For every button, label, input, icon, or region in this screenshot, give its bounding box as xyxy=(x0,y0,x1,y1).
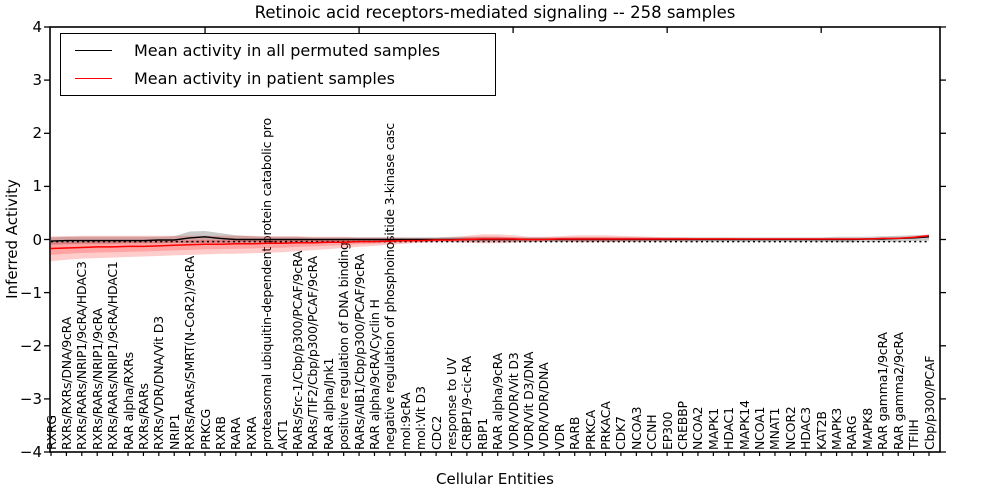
y-tick-label: 4 xyxy=(32,18,42,36)
y-tick-label: 3 xyxy=(32,71,42,90)
legend-item-patient: Mean activity in patient samples xyxy=(61,69,495,88)
permuted-mean-line-swatch xyxy=(75,49,112,51)
y-tick-label: 2 xyxy=(32,124,42,143)
legend: Mean activity in all permuted samples Me… xyxy=(60,33,496,96)
legend-label-patient: Mean activity in patient samples xyxy=(134,69,395,89)
x-axis-label: Cellular Entities xyxy=(436,470,554,488)
y-tick-label: 0 xyxy=(32,230,42,249)
y-tick-label: −2 xyxy=(19,336,42,355)
patient-mean-line-swatch xyxy=(75,78,112,80)
y-tick-label: −1 xyxy=(19,283,42,302)
y-tick-label: −3 xyxy=(19,389,42,408)
legend-item-permuted: Mean activity in all permuted samples xyxy=(61,41,495,60)
y-tick-label: 1 xyxy=(32,177,42,196)
legend-label-permuted: Mean activity in all permuted samples xyxy=(134,40,441,60)
chart-title: Retinoic acid receptors-mediated signali… xyxy=(254,3,736,22)
y-tick-label: −4 xyxy=(19,443,42,461)
patient-mean-line xyxy=(50,235,930,250)
